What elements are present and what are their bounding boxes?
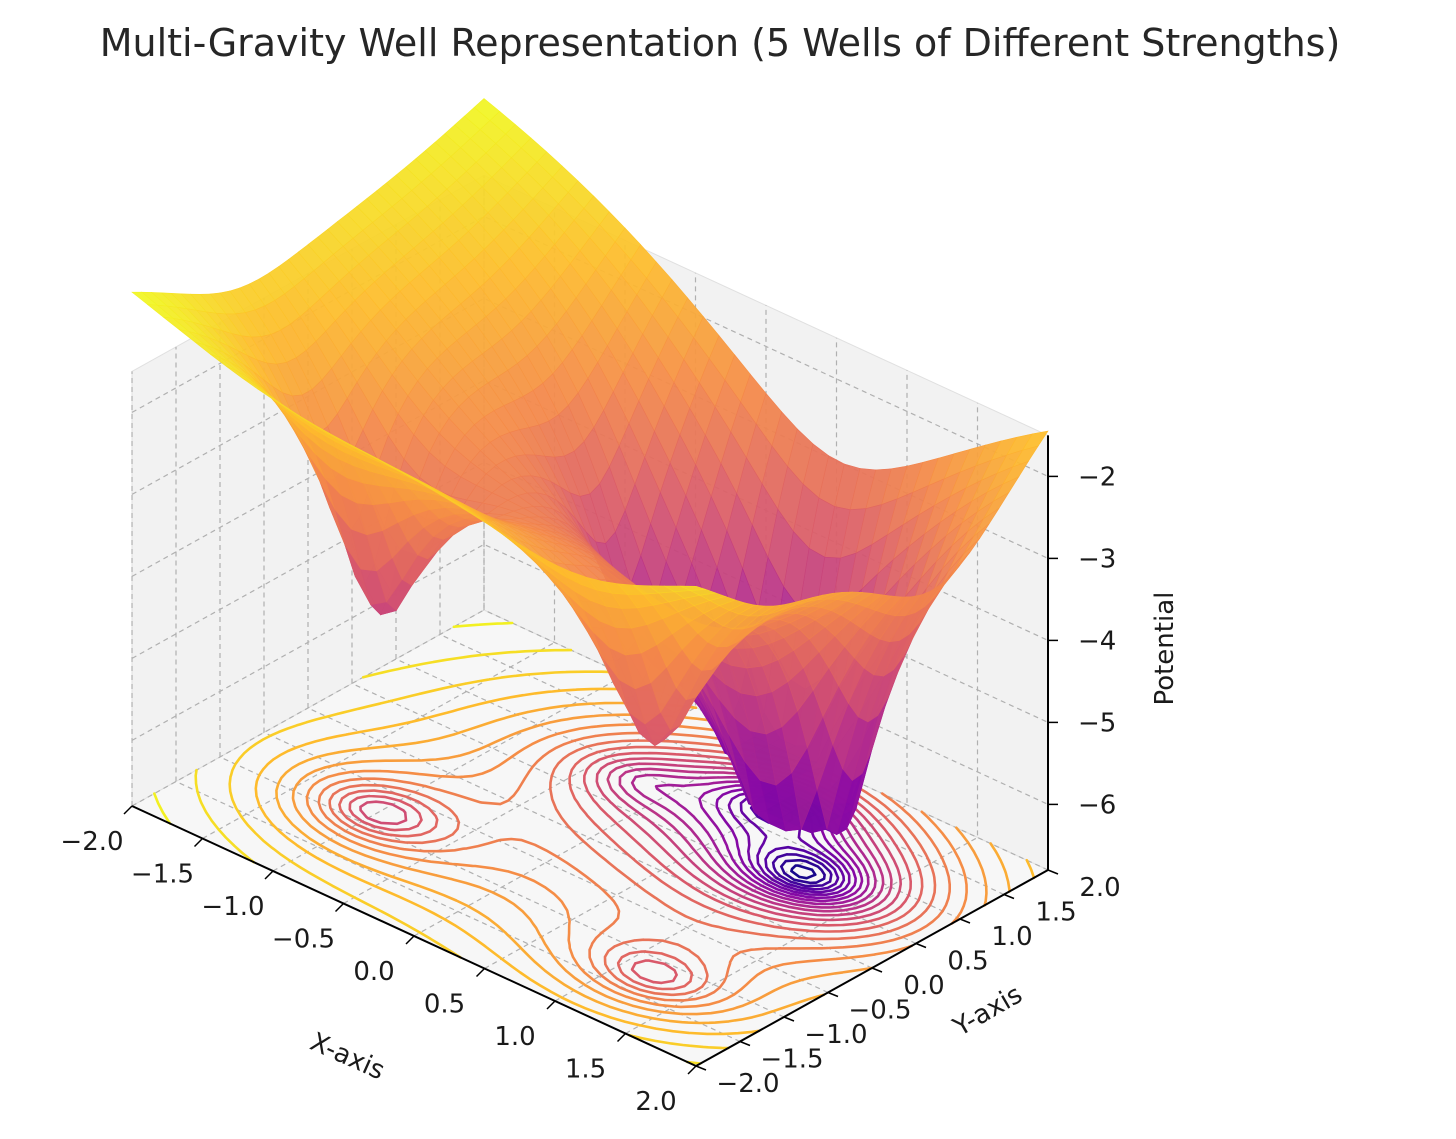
surface-facet xyxy=(680,585,706,591)
y-tick-label: 1.0 xyxy=(991,922,1032,952)
z-tick-label: −6 xyxy=(1078,790,1116,820)
tick-labels: −2.0−1.5−1.0−0.50.00.51.01.52.0−2.0−1.5−… xyxy=(60,462,1120,1117)
chart-title: Multi-Gravity Well Representation (5 Wel… xyxy=(100,21,1341,65)
y-tick-label: −1.5 xyxy=(760,1045,823,1075)
y-tick-mark xyxy=(871,967,883,973)
x-tick-label: 2.0 xyxy=(635,1087,676,1117)
x-tick-label: −2.0 xyxy=(60,827,123,857)
z-tick-label: −5 xyxy=(1078,708,1116,738)
y-tick-label: −1.0 xyxy=(804,1020,867,1050)
x-tick-mark xyxy=(546,1000,556,1010)
z-axis-label: Potential xyxy=(1150,592,1180,706)
y-tick-label: 1.5 xyxy=(1035,898,1076,928)
contour-line xyxy=(291,713,988,1016)
x-tick-label: −1.0 xyxy=(201,892,264,922)
x-tick-mark xyxy=(193,837,204,848)
contour-line xyxy=(194,648,702,1065)
x-tick-mark xyxy=(475,967,486,978)
y-tick-mark xyxy=(739,1040,751,1047)
potential-surface xyxy=(131,98,1049,836)
y-tick-mark xyxy=(1047,869,1059,875)
z-tick-label: −3 xyxy=(1078,544,1116,574)
contour-line xyxy=(780,858,826,885)
y-tick-mark xyxy=(695,1065,707,1071)
x-tick-label: 1.5 xyxy=(565,1055,606,1085)
y-tick-label: 2.0 xyxy=(1079,873,1120,903)
x-tick-mark xyxy=(405,935,415,945)
z-tick-label: −2 xyxy=(1078,462,1116,492)
x-tick-mark xyxy=(123,805,133,815)
y-axis-label: Y-axis xyxy=(947,980,1027,1044)
y-tick-label: −0.5 xyxy=(848,996,911,1026)
x-tick-mark xyxy=(687,1065,697,1075)
z-tick-label: −4 xyxy=(1078,626,1116,656)
x-tick-mark xyxy=(616,1032,627,1043)
contour-projection xyxy=(153,621,1036,1065)
y-tick-mark xyxy=(959,918,971,924)
y-tick-label: 0.0 xyxy=(903,971,944,1001)
y-tick-mark xyxy=(915,942,927,949)
x-tick-mark xyxy=(264,870,274,880)
x-tick-mark xyxy=(334,902,345,913)
contour-line xyxy=(275,701,1011,1025)
grid-line-y xyxy=(219,322,785,1018)
axis-lines xyxy=(123,435,1059,1075)
x-tick-label: 0.5 xyxy=(424,990,465,1020)
contour-line xyxy=(790,864,817,880)
grid-line-y xyxy=(263,297,829,994)
contour-line xyxy=(153,621,514,825)
y-tick-label: −2.0 xyxy=(716,1069,779,1099)
x-tick-label: 0.0 xyxy=(353,957,394,987)
y-tick-mark xyxy=(1003,893,1015,900)
contour-line xyxy=(328,739,937,997)
x-tick-label: 1.0 xyxy=(494,1022,535,1052)
contour-line xyxy=(305,723,968,1009)
y-tick-mark xyxy=(783,1016,795,1022)
y-tick-mark xyxy=(827,991,839,998)
x-axis-label: X-axis xyxy=(306,1027,389,1086)
x-tick-label: −1.5 xyxy=(131,860,194,890)
y-tick-label: 0.5 xyxy=(947,947,988,977)
contour-line xyxy=(338,745,924,991)
x-tick-label: −0.5 xyxy=(272,925,335,955)
